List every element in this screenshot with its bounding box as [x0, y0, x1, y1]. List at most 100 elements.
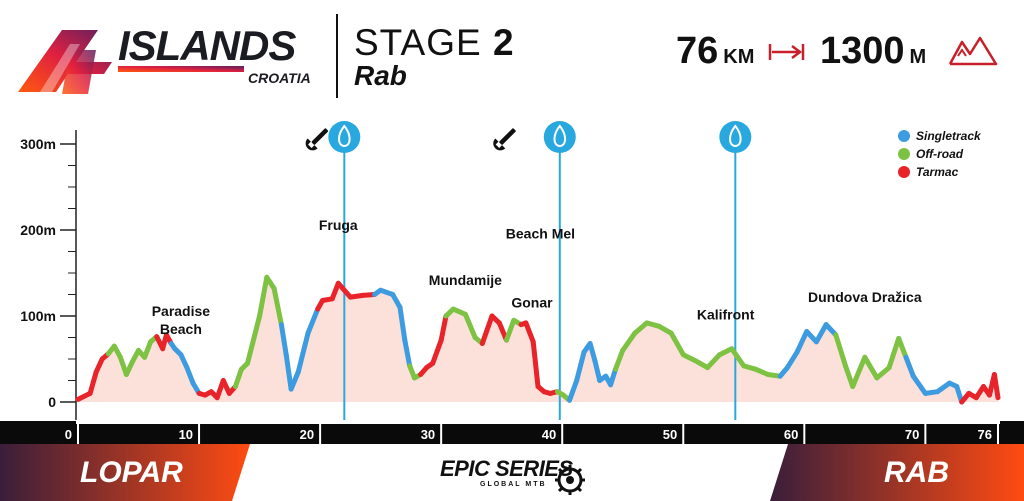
elevation-stat: 1300 M	[820, 30, 926, 73]
profile-segment	[705, 352, 723, 371]
brand-country: CROATIA	[248, 70, 311, 86]
x-tick-label: 70	[905, 427, 919, 442]
profile-segment	[833, 332, 848, 369]
x-tick-label: 10	[179, 427, 193, 442]
x-tick-label: 60	[784, 427, 798, 442]
header-separator	[336, 14, 338, 98]
y-tick-label: 200m	[20, 222, 56, 238]
profile-segment	[438, 313, 449, 343]
profile-segment	[896, 335, 909, 360]
sponsor-tagline: GLOBAL MTB	[480, 481, 547, 488]
profile-segment	[232, 366, 244, 389]
profile-segment	[567, 378, 580, 403]
profile-segment	[530, 339, 541, 389]
profile-segment	[850, 354, 868, 389]
finish-banner-shape	[770, 444, 1024, 501]
x-tick-label: 76	[978, 427, 992, 442]
profile-segment	[991, 372, 1001, 401]
y-tick-label: 300m	[20, 136, 56, 152]
profile-segment	[184, 365, 196, 386]
stage-title: STAGE 2	[354, 22, 515, 64]
profile-segment	[504, 317, 517, 343]
legend-marker	[898, 148, 910, 160]
stage-number: 2	[492, 22, 515, 63]
water-drop-glyph	[553, 124, 567, 148]
start-banner: LOPAR	[80, 455, 183, 489]
profile-segment	[608, 366, 618, 388]
legend-label: Singletrack	[916, 129, 982, 143]
mountain-peaks-icon	[948, 36, 998, 66]
profile-segment	[794, 329, 810, 355]
elevation-value: 1300	[820, 30, 905, 72]
brand-logo-mark	[18, 30, 244, 94]
place-label: Beach Mel	[506, 226, 575, 242]
stage-name: Rab	[354, 60, 407, 91]
profile-segment	[729, 346, 747, 369]
x-tick-label: 30	[421, 427, 435, 442]
profile-segment	[862, 354, 880, 381]
x-tick-label: 50	[663, 427, 677, 442]
profile-segment	[245, 313, 263, 366]
profile-segment	[632, 320, 650, 336]
place-label: Beach	[160, 321, 202, 337]
profile-segment	[574, 349, 587, 383]
water-drop-icon	[543, 121, 576, 153]
profile-segment	[278, 322, 289, 358]
place-label: Mundamije	[429, 272, 502, 288]
water-drop-glyph	[729, 124, 742, 148]
profile-segment	[784, 349, 800, 371]
profile-segment	[910, 373, 928, 396]
distance-stat: 76 KM	[676, 30, 754, 73]
start-banner-shape	[0, 444, 250, 501]
profile-segment	[397, 304, 408, 343]
x-axis-top-line	[76, 421, 1000, 424]
place-label: Fruga	[319, 217, 358, 233]
profile-segment	[305, 306, 321, 336]
profile-segment	[462, 311, 478, 340]
x-tick-label: 40	[542, 427, 556, 442]
profile-segment	[271, 286, 284, 328]
profile-segment	[142, 339, 154, 360]
profile-segment	[668, 330, 686, 358]
profile-area	[78, 277, 998, 402]
legend-label: Off-road	[916, 147, 964, 161]
profile-segment	[87, 369, 99, 396]
profile-segment	[592, 358, 603, 383]
distance-unit: KM	[723, 46, 755, 68]
water-drop-glyph	[338, 124, 351, 148]
profile-segment	[283, 352, 294, 392]
place-label: Paradise	[152, 303, 211, 319]
legend-marker	[898, 166, 910, 178]
gear-icon	[555, 465, 585, 495]
profile-segment	[335, 280, 353, 300]
arrow-right-bar-icon	[768, 44, 805, 60]
profile-segment	[288, 369, 301, 392]
x-axis-bar	[0, 421, 1024, 444]
wrench-icon	[305, 128, 329, 151]
elevation-unit: M	[909, 46, 927, 68]
wrench-icon	[493, 128, 516, 151]
place-label: Gonar	[511, 294, 553, 310]
profile-segment	[613, 347, 626, 372]
legend-marker	[898, 130, 910, 142]
sponsor-name: EPIC SERIES	[440, 456, 573, 481]
stage-label: STAGE	[354, 22, 482, 63]
place-label: Dundova Dražica	[808, 289, 922, 305]
profile-segment	[257, 274, 270, 319]
profile-segment	[523, 320, 536, 345]
water-drop-icon	[328, 121, 361, 153]
profile-segment	[886, 335, 902, 371]
profile-segment	[903, 354, 916, 379]
place-label: Kalifront	[697, 306, 755, 322]
brand-name: ISLANDS	[118, 22, 296, 69]
legend-label: Tarmac	[916, 165, 959, 179]
profile-segment	[620, 330, 638, 353]
x-tick-label: 0	[65, 427, 72, 442]
profile-segment	[874, 365, 892, 381]
profile-segment	[430, 337, 444, 366]
profile-segment	[402, 337, 413, 369]
y-tick-label: 0	[48, 394, 56, 410]
x-tick-label: 20	[300, 427, 314, 442]
water-drop-icon	[719, 121, 752, 153]
